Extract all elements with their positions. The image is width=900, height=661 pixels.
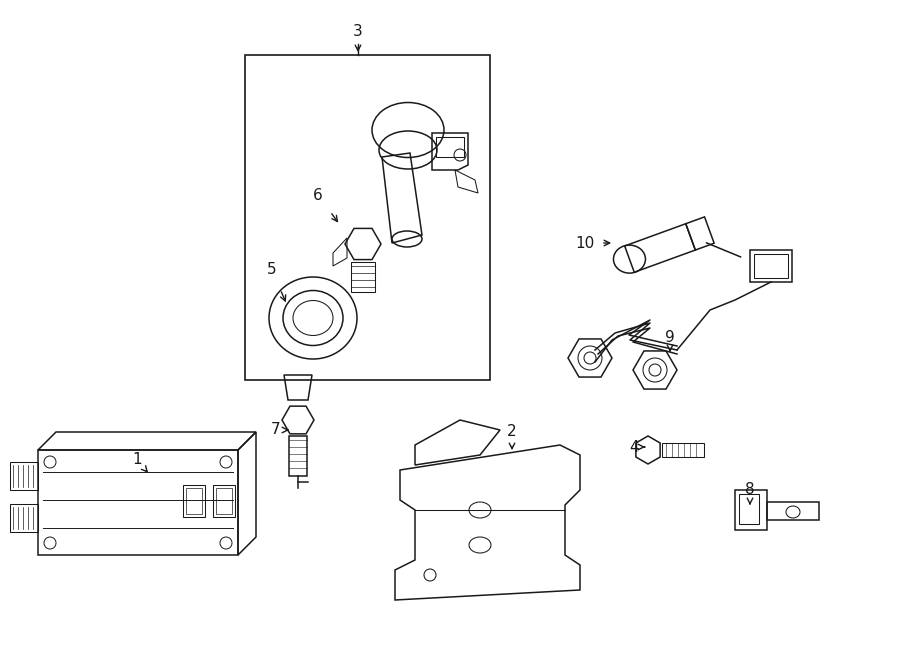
Bar — [216, 488, 232, 514]
Bar — [183, 485, 205, 517]
Text: 6: 6 — [313, 188, 323, 202]
Bar — [750, 250, 792, 282]
Text: 10: 10 — [575, 235, 595, 251]
Bar — [754, 254, 788, 278]
Text: 5: 5 — [267, 262, 277, 278]
Text: 4: 4 — [629, 440, 639, 455]
Bar — [436, 137, 464, 157]
Text: 9: 9 — [665, 329, 675, 344]
Text: 8: 8 — [745, 483, 755, 498]
Bar — [10, 462, 38, 490]
Bar — [213, 485, 235, 517]
Text: 2: 2 — [508, 424, 517, 440]
Bar — [735, 490, 767, 530]
Bar — [289, 436, 307, 476]
Bar — [10, 504, 38, 532]
Bar — [739, 494, 759, 524]
Text: 1: 1 — [132, 453, 142, 467]
Text: 3: 3 — [353, 24, 363, 40]
Bar — [351, 262, 375, 292]
Bar — [767, 502, 819, 520]
Bar — [38, 450, 238, 555]
Bar — [662, 443, 704, 457]
Bar — [186, 488, 202, 514]
Text: 7: 7 — [271, 422, 281, 438]
Bar — [245, 55, 490, 380]
